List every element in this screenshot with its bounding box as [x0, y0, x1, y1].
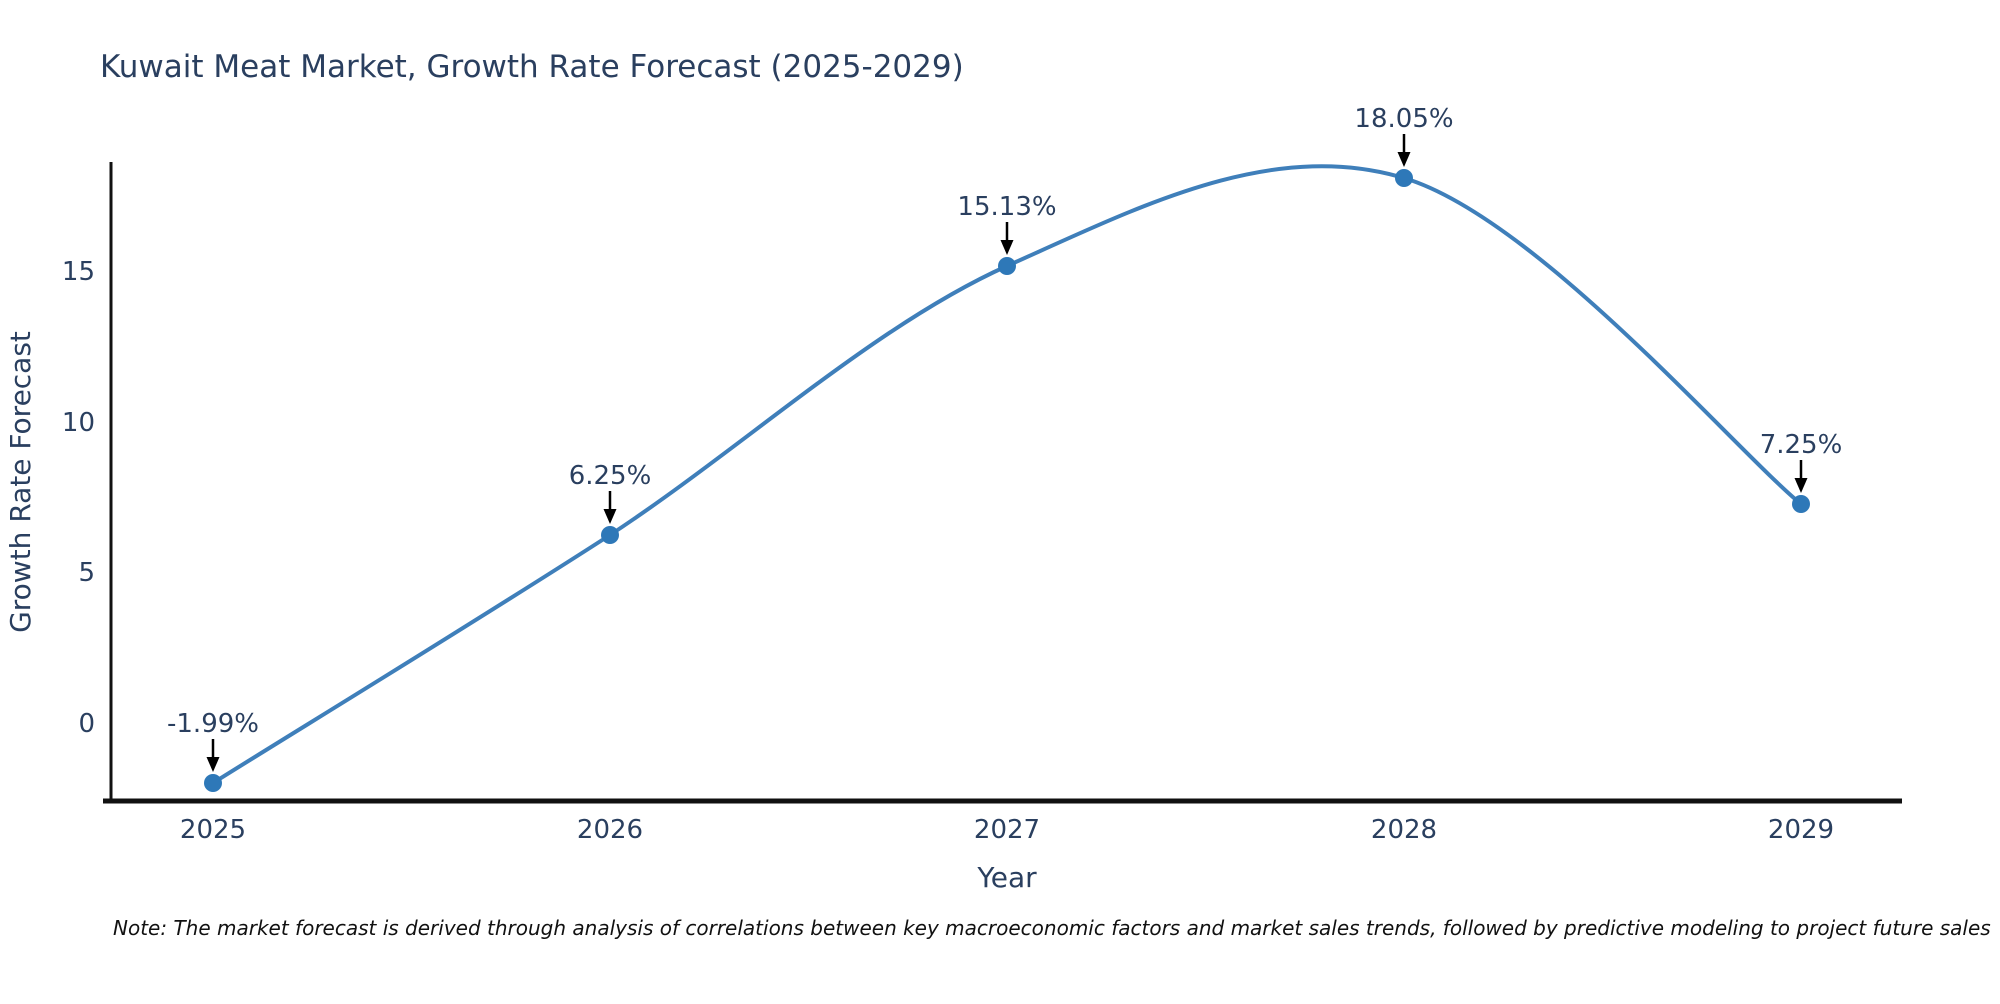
data-point-2029 [1792, 495, 1810, 513]
y-tick-5: 5 [78, 558, 95, 588]
point-label-2029: 7.25% [1760, 430, 1843, 460]
arrow-head-icon [206, 757, 220, 772]
x-tick-2026: 2026 [577, 815, 643, 845]
x-tick-2027: 2027 [974, 815, 1040, 845]
x-tick-2029: 2029 [1768, 815, 1834, 845]
point-label-2026: 6.25% [569, 461, 652, 491]
arrow-head-icon [1794, 478, 1808, 493]
data-point-2028 [1395, 169, 1413, 187]
data-point-2027 [998, 257, 1016, 275]
chart-title: Kuwait Meat Market, Growth Rate Forecast… [100, 49, 964, 85]
data-point-2026 [601, 526, 619, 544]
x-tick-2028: 2028 [1371, 815, 1437, 845]
x-axis-title: Year [976, 861, 1037, 894]
x-tick-2025: 2025 [180, 815, 246, 845]
y-tick-10: 10 [62, 408, 95, 438]
y-tick-15: 15 [62, 257, 95, 287]
data-point-2025 [204, 774, 222, 792]
point-label-2027: 15.13% [957, 192, 1056, 222]
arrow-head-icon [1000, 240, 1014, 255]
point-label-2028: 18.05% [1354, 104, 1453, 134]
y-axis-title: Growth Rate Forecast [4, 331, 37, 633]
footnote: Note: The market forecast is derived thr… [113, 916, 1991, 940]
point-label-2025: -1.99% [167, 709, 259, 739]
y-tick-0: 0 [78, 709, 95, 739]
arrow-head-icon [1397, 152, 1411, 167]
arrow-head-icon [603, 509, 617, 524]
